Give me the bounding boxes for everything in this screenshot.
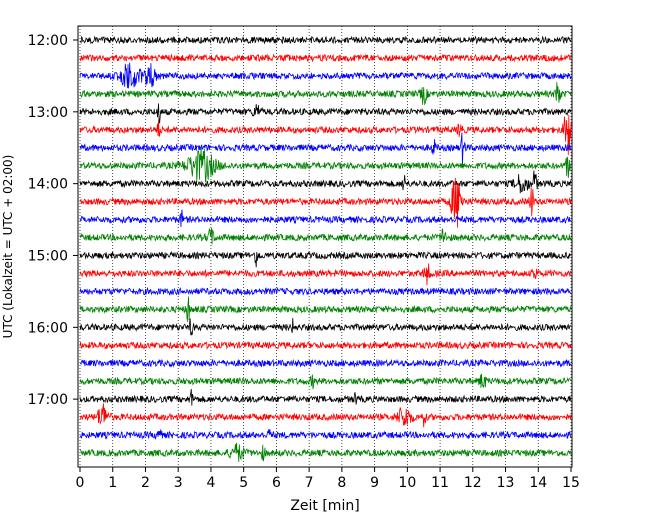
- y-ticks: 12:00 13:00 14:00 15:00 16:00 17:00: [28, 33, 78, 408]
- trace-22: [79, 429, 572, 440]
- trace-4: [79, 103, 572, 124]
- trace-18: [79, 358, 572, 368]
- trace-21: [79, 403, 572, 428]
- plot-frame: [77, 25, 573, 468]
- trace-13: [79, 263, 572, 286]
- trace-16: [79, 317, 572, 336]
- x-tick-label: 4: [206, 475, 215, 491]
- x-tick-label: 15: [562, 475, 580, 491]
- x-tick-label: 8: [337, 475, 346, 491]
- trace-15: [79, 296, 572, 322]
- traces: [79, 35, 572, 463]
- x-tick-label: 5: [239, 475, 248, 491]
- trace-23: [79, 442, 572, 463]
- trace-0: [79, 35, 572, 45]
- trace-12: [79, 250, 572, 268]
- x-tick-label: 2: [141, 475, 150, 491]
- x-ticks: 0 1 2 3 4 5 6 7 8 9 10 11 12 13 14 15: [76, 467, 580, 491]
- x-tick-label: 14: [529, 475, 547, 491]
- y-tick-label: 17:00: [28, 392, 68, 408]
- trace-8: [79, 170, 572, 194]
- trace-7: [79, 147, 572, 183]
- trace-17: [79, 340, 572, 350]
- trace-5: [79, 114, 572, 156]
- x-tick-label: 13: [497, 475, 515, 491]
- x-tick-label: 10: [398, 475, 416, 491]
- x-tick-label: 12: [464, 475, 482, 491]
- y-tick-label: 15:00: [28, 248, 68, 264]
- y-axis-label: UTC (Lokalzeit = UTC + 02:00): [1, 155, 15, 339]
- x-tick-label: 11: [431, 475, 449, 491]
- x-tick-label: 6: [272, 475, 281, 491]
- y-tick-label: 13:00: [28, 105, 68, 121]
- x-tick-label: 1: [108, 475, 117, 491]
- trace-9: [79, 177, 572, 228]
- trace-19: [79, 373, 572, 390]
- y-tick-label: 14:00: [28, 177, 68, 193]
- trace-3: [79, 82, 572, 106]
- trace-2: [79, 62, 572, 89]
- trace-20: [79, 388, 572, 406]
- trace-1: [79, 53, 572, 63]
- y-tick-label: 16:00: [28, 320, 68, 336]
- x-tick-label: 0: [76, 475, 85, 491]
- trace-10: [79, 209, 572, 228]
- trace-6: [79, 132, 572, 166]
- x-tick-label: 7: [305, 475, 314, 491]
- x-tick-label: 3: [174, 475, 183, 491]
- trace-14: [79, 286, 572, 296]
- y-tick-label: 12:00: [28, 33, 68, 49]
- x-tick-label: 9: [370, 475, 379, 491]
- trace-11: [79, 227, 572, 245]
- x-axis-label: Zeit [min]: [290, 498, 359, 514]
